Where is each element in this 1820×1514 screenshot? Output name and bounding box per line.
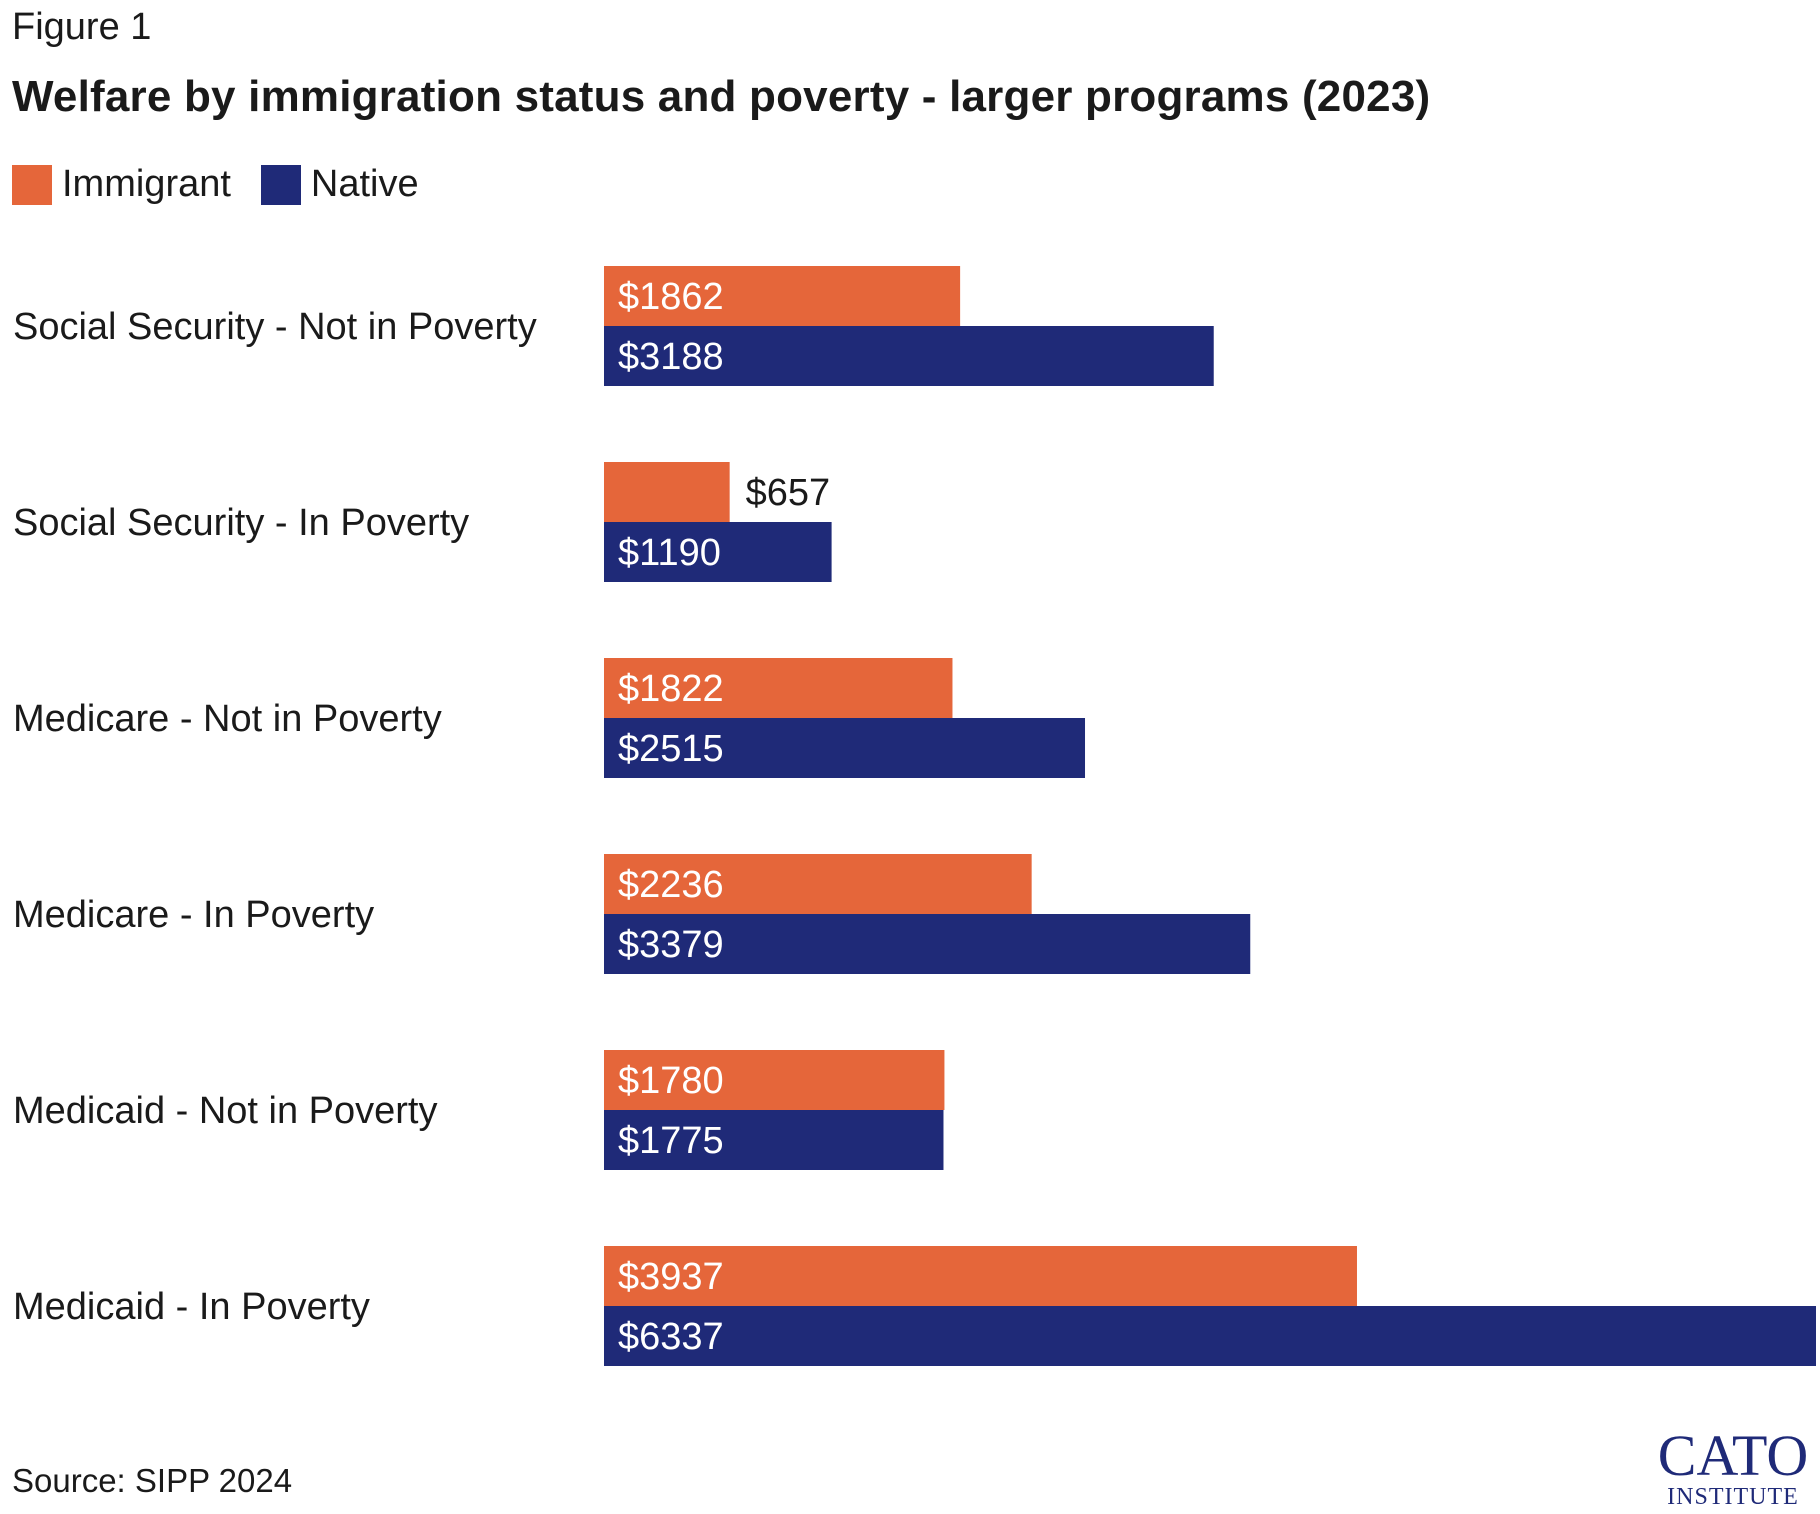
legend-item-native: Native bbox=[260, 163, 419, 206]
bar-immigrant-medicare-in-poverty bbox=[604, 854, 1032, 914]
legend-label-native: Native bbox=[310, 163, 419, 205]
source-note: Source: SIPP 2024 bbox=[12, 1462, 293, 1499]
category-label-medicare-in-poverty: Medicare - In Poverty bbox=[13, 894, 374, 936]
bar-native-medicaid-not-in-poverty bbox=[604, 1110, 944, 1170]
data-label-immigrant-social-security-not-in-poverty: $1862 bbox=[618, 276, 724, 318]
data-label-native-medicare-in-poverty: $3379 bbox=[618, 924, 724, 966]
data-label-native-social-security-not-in-poverty: $3188 bbox=[618, 336, 724, 378]
chart-title: Welfare by immigration status and povert… bbox=[12, 72, 1431, 121]
bar-native-social-security-in-poverty bbox=[604, 522, 832, 582]
data-label-native-medicaid-in-poverty: $6337 bbox=[618, 1316, 724, 1358]
bar-immigrant-social-security-in-poverty bbox=[604, 462, 730, 522]
bar-native-social-security-not-in-poverty bbox=[604, 326, 1214, 386]
bar-native-medicare-in-poverty bbox=[604, 914, 1251, 974]
data-label-native-medicaid-not-in-poverty: $1775 bbox=[618, 1120, 724, 1162]
data-label-immigrant-medicaid-not-in-poverty: $1780 bbox=[618, 1060, 724, 1102]
logo-wordmark: CATO bbox=[1658, 1423, 1808, 1488]
figure-label: Figure 1 bbox=[12, 6, 152, 48]
legend-swatch-native bbox=[260, 164, 301, 205]
bar-immigrant-medicare-not-in-poverty bbox=[604, 658, 953, 718]
bar-immigrant-medicaid-in-poverty bbox=[604, 1246, 1357, 1306]
data-label-immigrant-medicaid-in-poverty: $3937 bbox=[618, 1256, 724, 1298]
data-label-immigrant-medicare-not-in-poverty: $1822 bbox=[618, 668, 724, 710]
data-label-immigrant-medicare-in-poverty: $2236 bbox=[618, 864, 724, 906]
legend-item-immigrant: Immigrant bbox=[12, 163, 231, 206]
category-label-medicaid-not-in-poverty: Medicaid - Not in Poverty bbox=[13, 1090, 438, 1132]
bar-native-medicaid-in-poverty bbox=[604, 1306, 1816, 1366]
legend-label-immigrant: Immigrant bbox=[62, 163, 231, 205]
bar-native-medicare-not-in-poverty bbox=[604, 718, 1086, 778]
bar-immigrant-social-security-not-in-poverty bbox=[604, 266, 961, 326]
bar-immigrant-medicaid-not-in-poverty bbox=[604, 1050, 945, 1110]
cato-institute-logo: CATO INSTITUTE bbox=[1658, 1423, 1808, 1510]
category-label-medicare-not-in-poverty: Medicare - Not in Poverty bbox=[13, 698, 442, 740]
data-label-immigrant-social-security-in-poverty: $657 bbox=[746, 472, 831, 514]
data-label-native-medicare-not-in-poverty: $2515 bbox=[618, 728, 724, 770]
bar-chart: Social Security - Not in Poverty $1862 $31… bbox=[13, 266, 1816, 1366]
category-label-medicaid-in-poverty: Medicaid - In Poverty bbox=[13, 1286, 370, 1328]
category-label-social-security-not-in-poverty: Social Security - Not in Poverty bbox=[13, 306, 537, 348]
legend: Immigrant Native bbox=[12, 163, 449, 206]
data-label-native-social-security-in-poverty: $1190 bbox=[618, 532, 721, 574]
legend-swatch-immigrant bbox=[12, 164, 52, 205]
category-label-social-security-in-poverty: Social Security - In Poverty bbox=[13, 502, 469, 544]
logo-subtitle: INSTITUTE bbox=[1667, 1484, 1799, 1510]
